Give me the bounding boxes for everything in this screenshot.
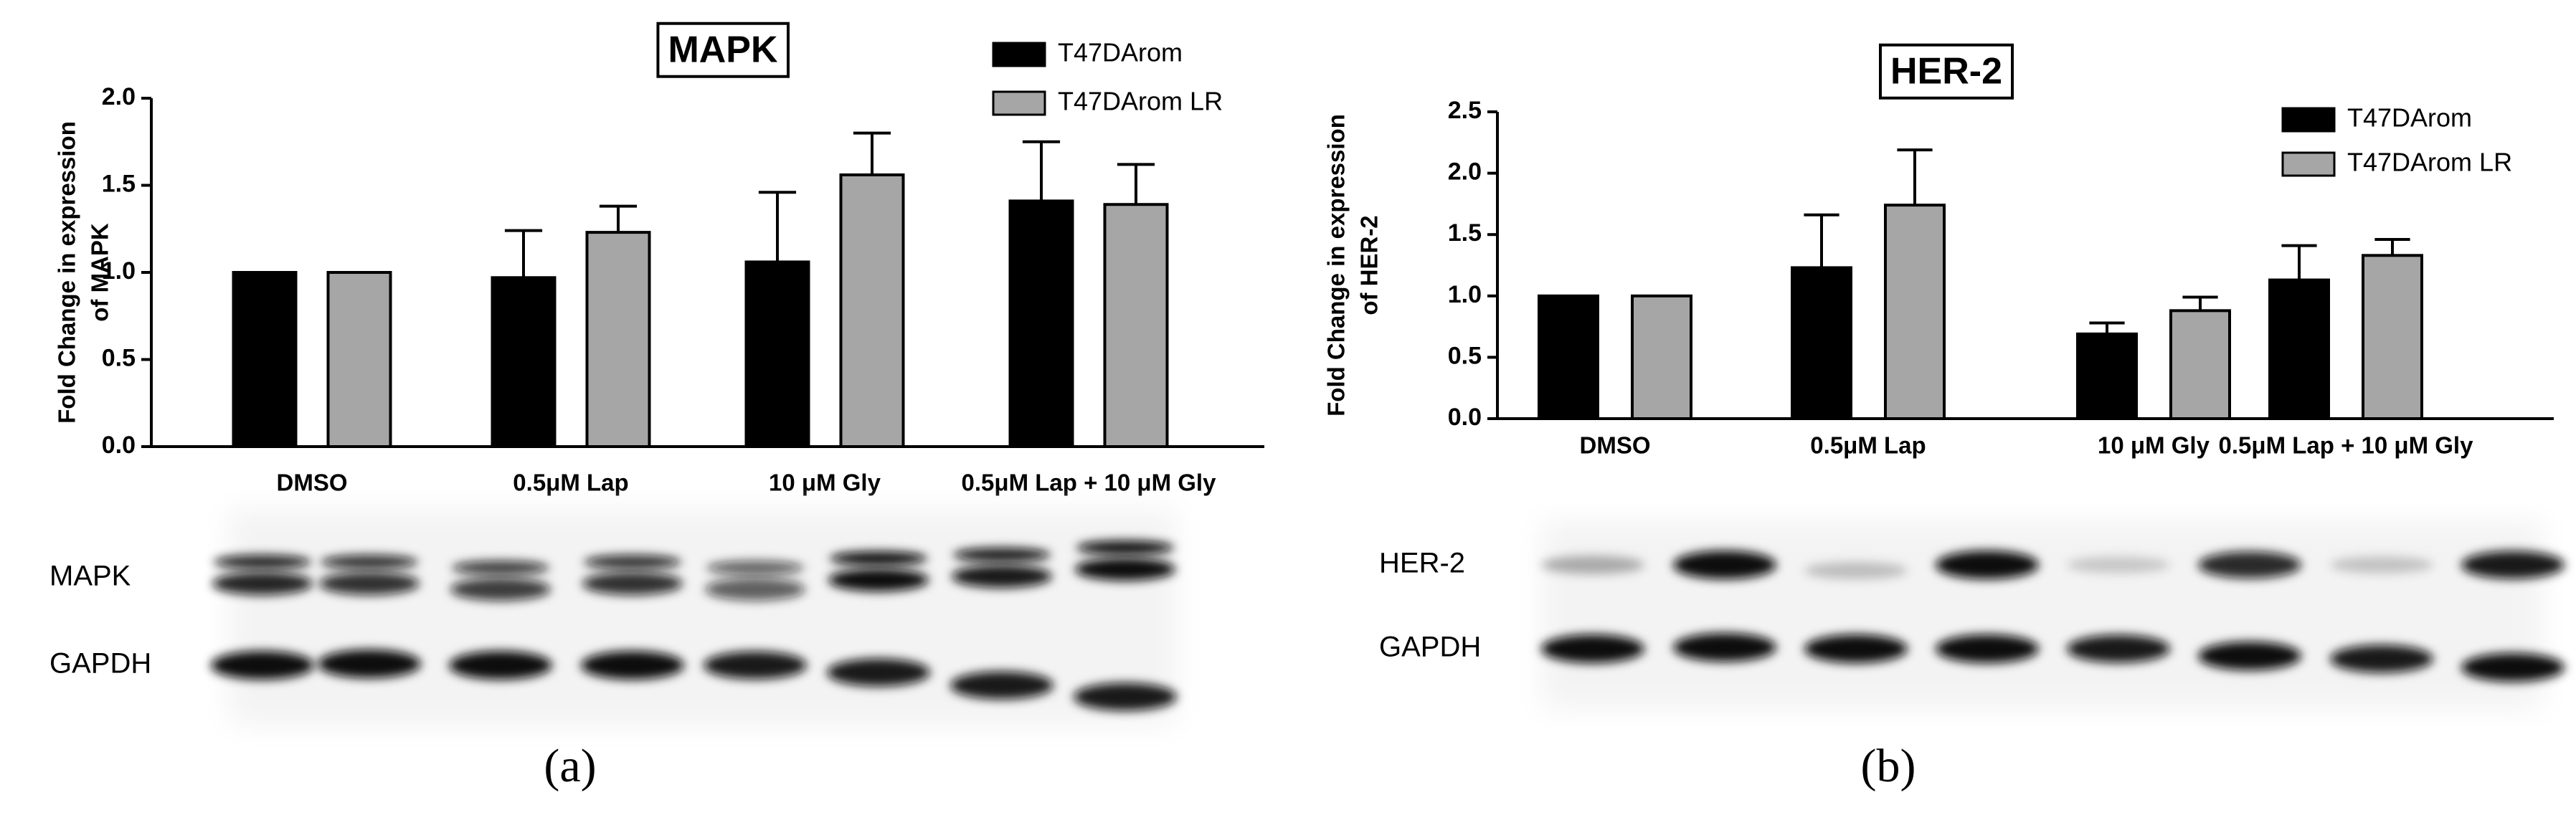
- blot-band: [1076, 541, 1174, 555]
- y-tick-label: 1.5: [102, 170, 136, 197]
- blot-band: [704, 651, 807, 680]
- blot-band: [953, 548, 1051, 562]
- blot-band: [452, 561, 549, 575]
- blot-band: [2330, 556, 2433, 573]
- blot-row-label: HER-2: [1379, 548, 1465, 579]
- y-tick-label: 0.5: [102, 344, 136, 371]
- chart-title: HER-2: [1890, 51, 2002, 92]
- y-tick-label: 1.0: [1448, 281, 1482, 308]
- y-axis-label: of HER-2: [1356, 215, 1383, 315]
- legend-swatch: [992, 42, 1046, 67]
- blot-band: [319, 572, 420, 595]
- blot-band: [2461, 551, 2565, 579]
- blot-band: [828, 568, 929, 591]
- blot-band: [2461, 653, 2565, 682]
- title-box: [1878, 43, 2014, 100]
- bar: [326, 271, 392, 448]
- bar: [491, 276, 557, 449]
- y-tick-label: 2.0: [102, 83, 136, 110]
- blot-band: [318, 649, 421, 678]
- blot-band: [1074, 682, 1177, 711]
- blot-band: [1673, 633, 1776, 662]
- legend-swatch: [2281, 151, 2336, 177]
- x-tick-label: DMSO: [1580, 432, 1651, 459]
- blot-band: [2198, 551, 2301, 579]
- panel-label: (b): [1861, 740, 1916, 792]
- panel-label: (a): [544, 740, 596, 792]
- y-axis-label: Fold Change in expression: [1323, 114, 1350, 416]
- blot-band: [584, 555, 681, 569]
- bar: [2268, 278, 2330, 420]
- blot-band: [827, 658, 930, 687]
- blot-band: [1936, 634, 2039, 663]
- bar: [585, 231, 651, 448]
- y-tick-label: 1.5: [1448, 219, 1482, 247]
- blot-band: [1936, 551, 2039, 579]
- blot-band: [2067, 634, 2170, 663]
- y-tick-label: 2.0: [1448, 158, 1482, 186]
- bar: [1884, 204, 1946, 420]
- y-tick-label: 0.5: [1448, 342, 1482, 369]
- blot-band: [211, 651, 314, 680]
- bar: [2169, 309, 2231, 420]
- bar: [2076, 332, 2138, 421]
- x-tick-label: 10 μM Gly: [2098, 432, 2210, 459]
- blot-band: [581, 651, 684, 680]
- blot-band: [214, 555, 311, 569]
- blot-band: [2067, 556, 2170, 573]
- blot-row-label: GAPDH: [49, 648, 151, 680]
- blot-band: [706, 561, 804, 575]
- blot-band: [830, 551, 927, 566]
- blot-band: [212, 572, 313, 595]
- legend-label: T47DArom: [1058, 38, 1183, 67]
- blot-band: [952, 565, 1052, 588]
- legend-swatch: [2281, 107, 2336, 133]
- y-axis-label: Fold Change in expression: [54, 121, 80, 424]
- blot-band: [1541, 634, 1644, 663]
- bar: [1538, 294, 1599, 420]
- x-tick-label: 10 μM Gly: [769, 470, 881, 496]
- bar: [2362, 254, 2423, 420]
- legend-label: T47DArom LR: [1058, 87, 1223, 116]
- bar: [232, 271, 298, 448]
- bar: [1631, 294, 1692, 420]
- y-axis-label: of MAPK: [87, 223, 113, 322]
- blot-band: [321, 555, 418, 569]
- x-tick-label: 0.5μM Lap + 10 μM Gly: [2219, 432, 2474, 459]
- bar: [744, 260, 810, 448]
- blot-row-label: GAPDH: [1379, 632, 1481, 663]
- bar: [1791, 266, 1852, 421]
- legend-swatch: [992, 90, 1046, 116]
- blot-band: [449, 651, 552, 680]
- y-tick-label: 0.0: [1448, 404, 1482, 431]
- x-tick-label: 0.5μM Lap: [1810, 432, 1926, 459]
- bar: [1008, 199, 1074, 448]
- x-tick-label: 0.5μM Lap: [513, 470, 628, 496]
- blot-band: [582, 572, 683, 595]
- chart-title: MAPK: [668, 29, 778, 71]
- y-tick-label: 0.0: [102, 432, 136, 459]
- x-tick-label: 0.5μM Lap + 10 μM Gly: [962, 470, 1217, 496]
- blot-band: [1804, 634, 1908, 663]
- blot-band: [2198, 642, 2301, 670]
- blot-band: [1075, 558, 1175, 581]
- title-box: [656, 22, 790, 78]
- bar: [1103, 203, 1169, 448]
- blot-band: [950, 671, 1053, 700]
- blot-band: [1541, 556, 1644, 574]
- legend-label: T47DArom LR: [2347, 148, 2512, 177]
- y-tick-label: 1.0: [102, 257, 136, 285]
- blot-band: [450, 578, 551, 601]
- legend-label: T47DArom: [2347, 103, 2472, 133]
- blot-band: [705, 578, 805, 601]
- blot-background: [1542, 522, 2542, 708]
- x-tick-label: DMSO: [277, 470, 348, 496]
- blot-band: [2330, 644, 2433, 673]
- blot-row-label: MAPK: [49, 561, 131, 592]
- y-tick-label: 2.5: [1448, 97, 1482, 124]
- blot-band: [1804, 561, 1908, 580]
- blot-band: [1673, 551, 1776, 579]
- bar: [839, 173, 905, 448]
